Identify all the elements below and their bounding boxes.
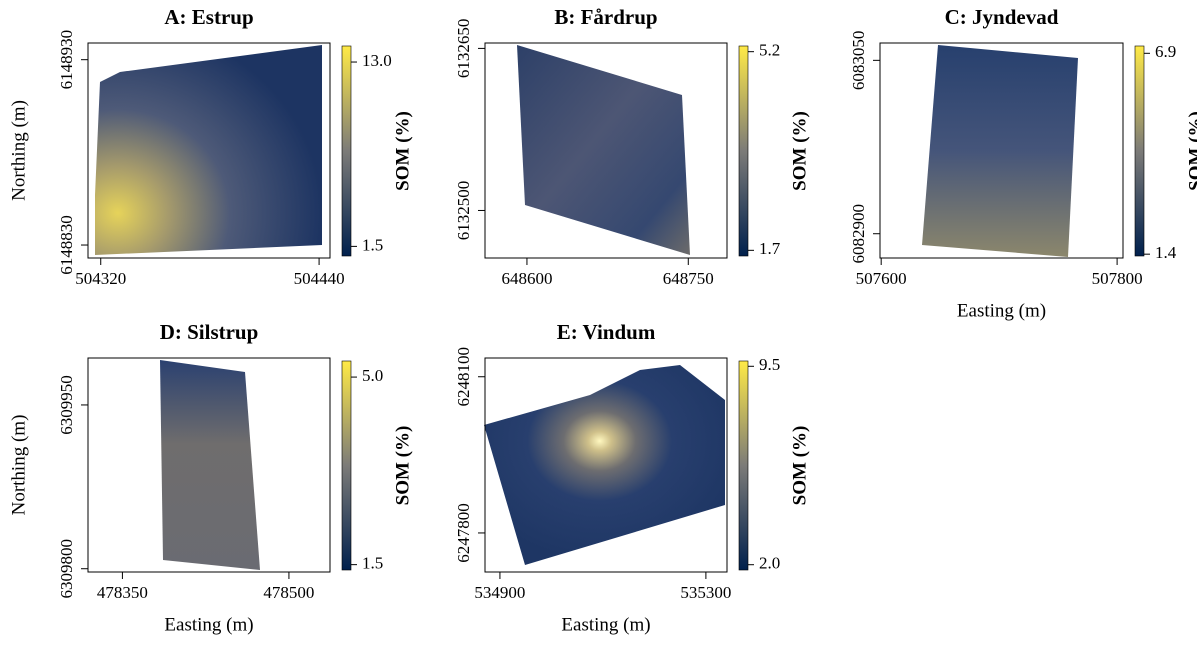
y-tick-label: 6248100: [454, 347, 473, 407]
colorbar-tick-label: 1.5: [362, 554, 383, 573]
panel-title: E: Vindum: [557, 320, 656, 344]
panel-title: B: Fårdrup: [554, 5, 657, 29]
y-axis-label: Northing (m): [8, 415, 29, 516]
x-axis-label: Easting (m): [561, 614, 650, 635]
field-raster: [922, 45, 1078, 257]
x-tick-label: 507600: [856, 269, 907, 288]
y-tick-label: 6148930: [57, 30, 76, 89]
colorbar-label: SOM (%): [392, 111, 413, 191]
x-tick-label: 648600: [501, 269, 552, 288]
fields: [95, 45, 1078, 570]
y-tick-label: 6148830: [57, 215, 76, 275]
colorbar-label: SOM (%): [789, 426, 810, 506]
colorbar-label: SOM (%): [392, 426, 413, 506]
y-axis-label: Northing (m): [8, 100, 29, 201]
colorbar-tick-label: 5.0: [362, 366, 383, 385]
y-tick-label: 6132500: [454, 181, 473, 241]
y-tick-label: 6082900: [849, 204, 868, 264]
colorbar: [342, 361, 351, 570]
colorbar-tick-label: 1.7: [759, 239, 781, 258]
y-tick-label: 6309800: [57, 539, 76, 599]
colorbar: [739, 46, 748, 256]
colorbar-tick-label: 1.4: [1155, 243, 1177, 262]
y-tick-label: 6309950: [57, 375, 76, 435]
x-axis-label: Easting (m): [957, 300, 1046, 321]
y-tick-label: 6083050: [849, 31, 868, 91]
y-tick-label: 6247800: [454, 503, 473, 563]
colorbar-tick-label: 2.0: [759, 554, 780, 573]
x-tick-label: 507800: [1092, 269, 1143, 288]
x-tick-label: 478500: [263, 583, 314, 602]
colorbar-tick-label: 13.0: [362, 51, 392, 70]
colorbar-tick-label: 1.5: [362, 235, 383, 254]
x-axis-label: Easting (m): [164, 614, 253, 635]
x-tick-label: 534900: [474, 583, 525, 602]
x-tick-label: 504320: [75, 269, 126, 288]
colorbar: [1135, 46, 1144, 256]
colorbar: [342, 46, 351, 256]
y-tick-label: 6132650: [454, 19, 473, 78]
colorbar-tick-label: 9.5: [759, 355, 780, 374]
x-tick-label: 478350: [97, 583, 148, 602]
field-raster: [517, 45, 690, 255]
panel-title: C: Jyndevad: [945, 5, 1059, 29]
figure: A: Estrup 504320 504440 6148830 6148930 North…: [0, 0, 1197, 654]
panel-title: A: Estrup: [164, 5, 253, 29]
field-raster: [95, 45, 322, 255]
colorbar-label: SOM (%): [789, 111, 810, 191]
colorbar-tick-label: 5.2: [759, 41, 780, 60]
colorbar: [739, 361, 748, 570]
field-raster: [484, 365, 725, 565]
x-tick-label: 535300: [680, 583, 731, 602]
x-tick-label: 648750: [663, 269, 714, 288]
panel-title: D: Silstrup: [160, 320, 259, 344]
field-raster: [160, 360, 260, 570]
colorbar-tick-label: 6.9: [1155, 42, 1176, 61]
colorbar-label: SOM (%): [1185, 111, 1197, 191]
x-tick-label: 504440: [294, 269, 345, 288]
